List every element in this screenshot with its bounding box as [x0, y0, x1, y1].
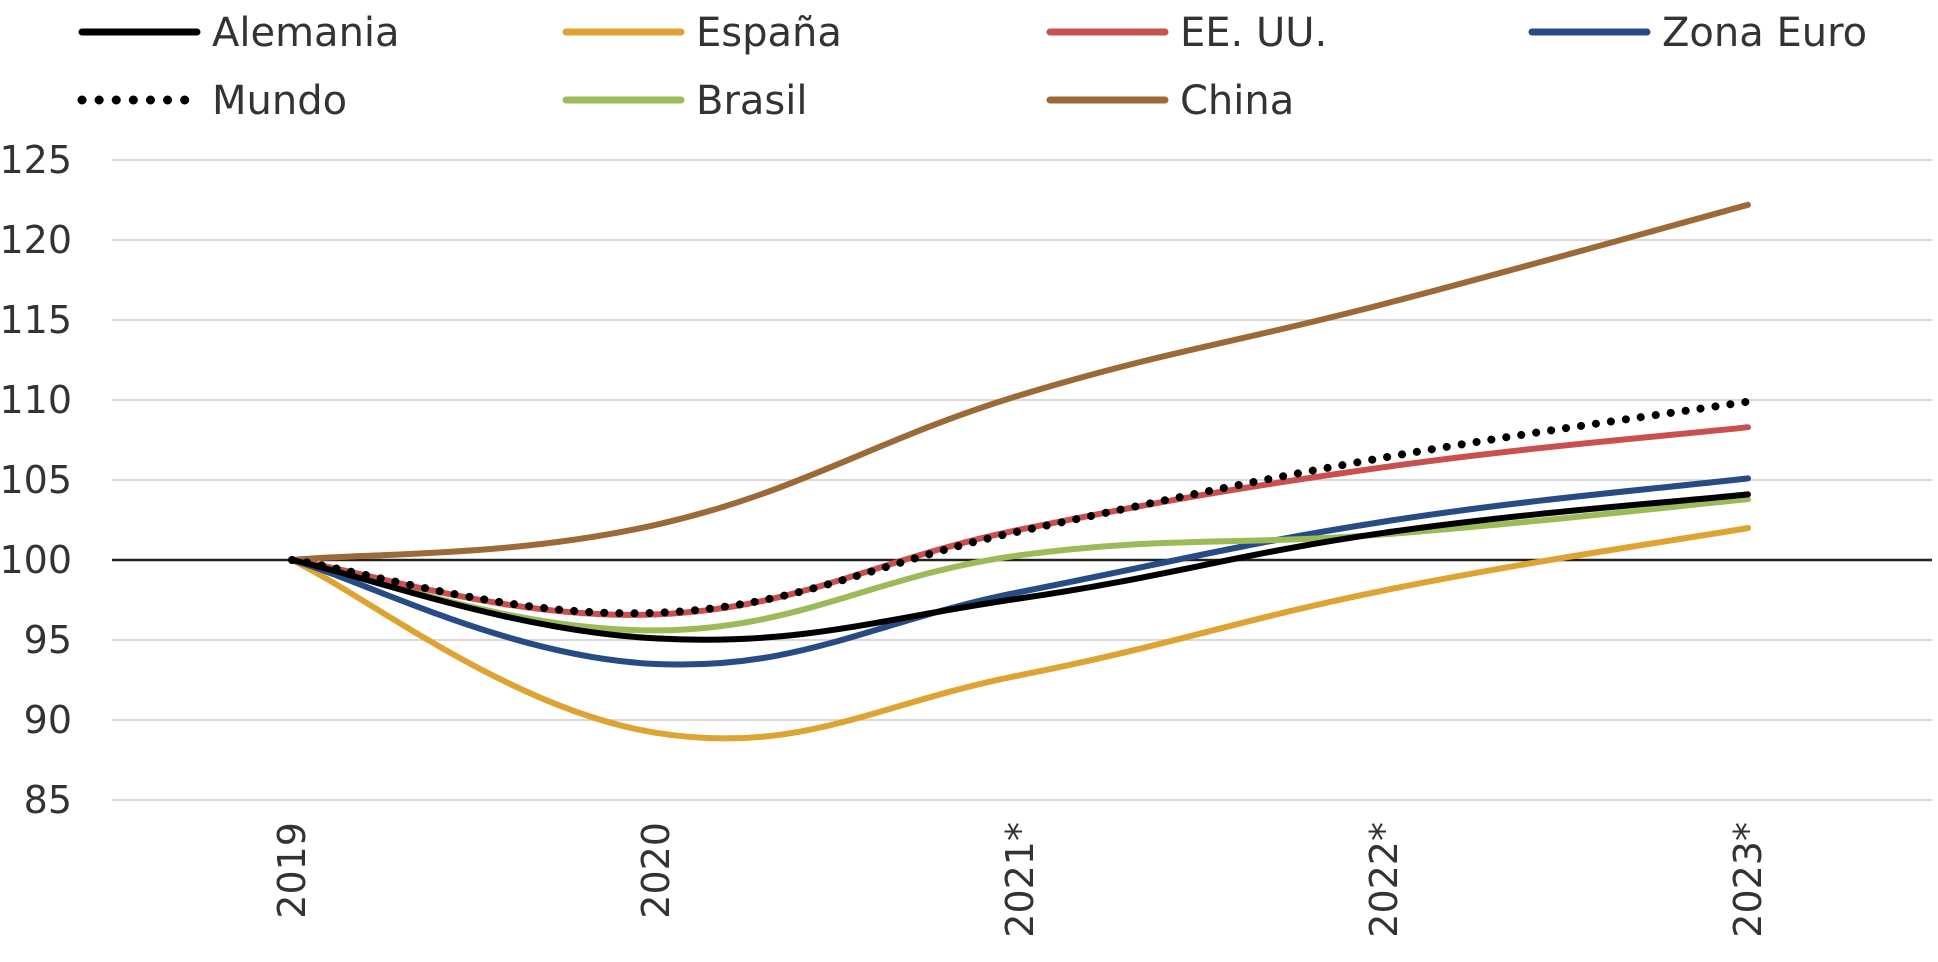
legend-label-china: China	[1180, 78, 1294, 124]
y-tick-label: 115	[0, 298, 72, 342]
x-tick-label: 2020	[634, 822, 678, 919]
y-tick-label: 90	[24, 698, 72, 742]
series-line-españa	[289, 525, 1751, 742]
series-line-mundo	[288, 397, 1752, 618]
legend-label-españa: España	[696, 10, 842, 56]
legend-label-ee-uu: EE. UU.	[1180, 10, 1327, 56]
series-line-china	[289, 201, 1751, 563]
y-tick-label: 120	[0, 218, 72, 262]
x-axis-ticks: 2019 2020 2021* 2022* 2023*	[270, 822, 1770, 938]
legend-label-mundo: Mundo	[212, 78, 347, 124]
legend-label-alemania: Alemania	[212, 10, 400, 56]
x-tick-label: 2021*	[998, 822, 1042, 938]
y-tick-label: 110	[0, 378, 72, 422]
y-tick-label: 85	[24, 778, 72, 822]
y-tick-label: 100	[0, 538, 72, 582]
legend-label-brasil: Brasil	[696, 78, 807, 124]
series-lines	[288, 201, 1752, 742]
y-tick-label: 125	[0, 138, 72, 182]
grid-lines	[112, 159, 1932, 801]
y-tick-label: 105	[0, 458, 72, 502]
series-line-zona-euro	[289, 475, 1751, 668]
y-tick-label: 95	[24, 618, 72, 662]
x-tick-label: 2022*	[1362, 822, 1406, 938]
x-tick-label: 2023*	[1726, 822, 1770, 938]
x-tick-label: 2019	[270, 822, 314, 919]
legend-label-zona-euro: Zona Euro	[1662, 10, 1867, 56]
y-axis-ticks: 85 90 95 100 105 110 115 120 125	[0, 138, 72, 822]
legend: Alemania España EE. UU. Zona Euro Mundo Brasi…	[77, 10, 1867, 124]
series-line-alemania	[289, 491, 1751, 643]
